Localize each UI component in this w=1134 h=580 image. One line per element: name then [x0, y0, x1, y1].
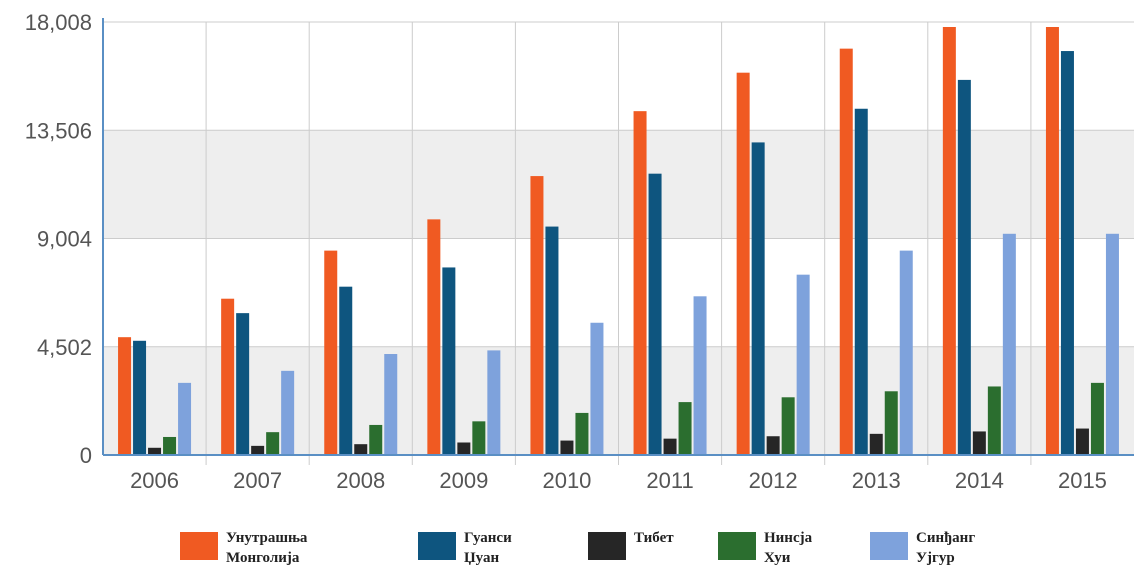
bar-2006-5 [178, 382, 192, 455]
bar-2015-1 [1045, 27, 1059, 455]
bar-2011-1 [633, 111, 647, 455]
legend-item-tibet: Тибет [588, 528, 674, 560]
legend-item-guangxi-zhuang: Гуанси Џуан [418, 528, 512, 568]
bar-2015-3 [1075, 428, 1089, 455]
bar-2007-1 [221, 298, 235, 455]
bar-2006-1 [118, 337, 132, 455]
bar-2007-4 [266, 432, 280, 455]
x-tick-label: 2010 [542, 468, 591, 493]
bar-2015-5 [1105, 233, 1119, 455]
bar-2013-2 [854, 108, 868, 456]
bar-2008-3 [354, 444, 368, 455]
x-tick-label: 2011 [646, 468, 693, 493]
legend-swatch [718, 532, 756, 560]
legend-swatch [418, 532, 456, 560]
bar-2011-3 [663, 438, 677, 455]
x-tick-label: 2006 [130, 468, 179, 493]
legend-label: Тибет [634, 530, 674, 546]
bar-2012-3 [766, 436, 780, 455]
bar-2014-2 [957, 79, 971, 455]
bar-2007-2 [236, 313, 250, 455]
bar-2010-1 [530, 176, 544, 455]
bar-2010-3 [560, 440, 574, 455]
bar-2013-4 [884, 391, 898, 455]
x-tick-label: 2009 [439, 468, 488, 493]
legend-swatch [870, 532, 908, 560]
bar-2008-1 [324, 250, 338, 455]
x-tick-label: 2013 [852, 468, 901, 493]
legend-label: Гуанси Џуан [464, 530, 512, 566]
bar-2007-5 [281, 370, 295, 455]
bar-2006-4 [163, 436, 177, 455]
legend-label: Унутрашња Монголија [226, 530, 308, 566]
bar-chart: 0 4,502 9,004 13,506 18,008 2006 2007 2008 2009… [25, 10, 1134, 493]
x-tick-label: 2012 [749, 468, 798, 493]
legend-swatch [588, 532, 626, 560]
bars [118, 27, 1119, 456]
bar-2009-4 [472, 421, 486, 455]
legend-item-xinjiang-uyghur: Синђанг Ујгур [870, 528, 975, 568]
bar-2007-3 [251, 445, 265, 455]
axes [102, 18, 1134, 456]
bar-2010-2 [545, 226, 559, 455]
bar-2012-2 [751, 142, 765, 456]
bar-2010-4 [575, 412, 589, 455]
bar-2011-4 [678, 402, 692, 455]
bar-2011-5 [693, 296, 707, 455]
bar-2011-2 [648, 173, 662, 455]
y-tick-label: 9,004 [37, 227, 92, 252]
y-tick-label: 0 [80, 443, 92, 468]
bar-2015-4 [1090, 382, 1104, 455]
bar-2008-2 [339, 286, 353, 455]
bar-2014-3 [972, 431, 986, 455]
bar-2010-5 [590, 322, 604, 455]
bar-2009-3 [457, 442, 471, 455]
bar-2012-1 [736, 72, 750, 455]
x-tick-label: 2014 [955, 468, 1004, 493]
y-tick-label: 13,506 [25, 118, 92, 143]
bar-2009-5 [487, 350, 501, 455]
bar-2006-2 [133, 340, 147, 455]
bar-2008-5 [384, 354, 398, 455]
bar-2013-5 [899, 250, 913, 455]
bar-2006-3 [148, 447, 162, 455]
bar-2014-1 [942, 27, 956, 455]
bar-2014-5 [1002, 233, 1016, 455]
bar-2012-4 [781, 397, 795, 455]
bar-2013-3 [869, 433, 883, 455]
legend-swatch [180, 532, 218, 560]
x-tick-labels: 2006 2007 2008 2009 2010 2011 2012 2013 2014 2015 [130, 468, 1107, 493]
legend-item-ningxia-hui: Нинсја Хуи [718, 528, 812, 568]
x-tick-label: 2008 [336, 468, 385, 493]
bar-2013-1 [839, 48, 853, 455]
legend-label: Нинсја Хуи [764, 530, 813, 566]
y-tick-label: 4,502 [37, 335, 92, 360]
bar-2009-2 [442, 267, 456, 455]
bar-2009-1 [427, 219, 441, 455]
legend: Унутрашња Монголија Гуанси Џуан Тибет Ни… [0, 518, 1134, 580]
y-tick-label: 18,008 [25, 10, 92, 35]
bar-2014-4 [987, 386, 1001, 455]
y-tick-labels: 0 4,502 9,004 13,506 18,008 [25, 10, 92, 468]
x-tick-label: 2015 [1058, 468, 1107, 493]
legend-label: Синђанг Ујгур [916, 530, 976, 566]
x-tick-label: 2007 [233, 468, 282, 493]
bar-2015-2 [1060, 51, 1074, 455]
legend-item-inner-mongolia: Унутрашња Монголија [180, 528, 307, 568]
bar-2012-5 [796, 274, 810, 455]
bar-2008-4 [369, 424, 383, 455]
